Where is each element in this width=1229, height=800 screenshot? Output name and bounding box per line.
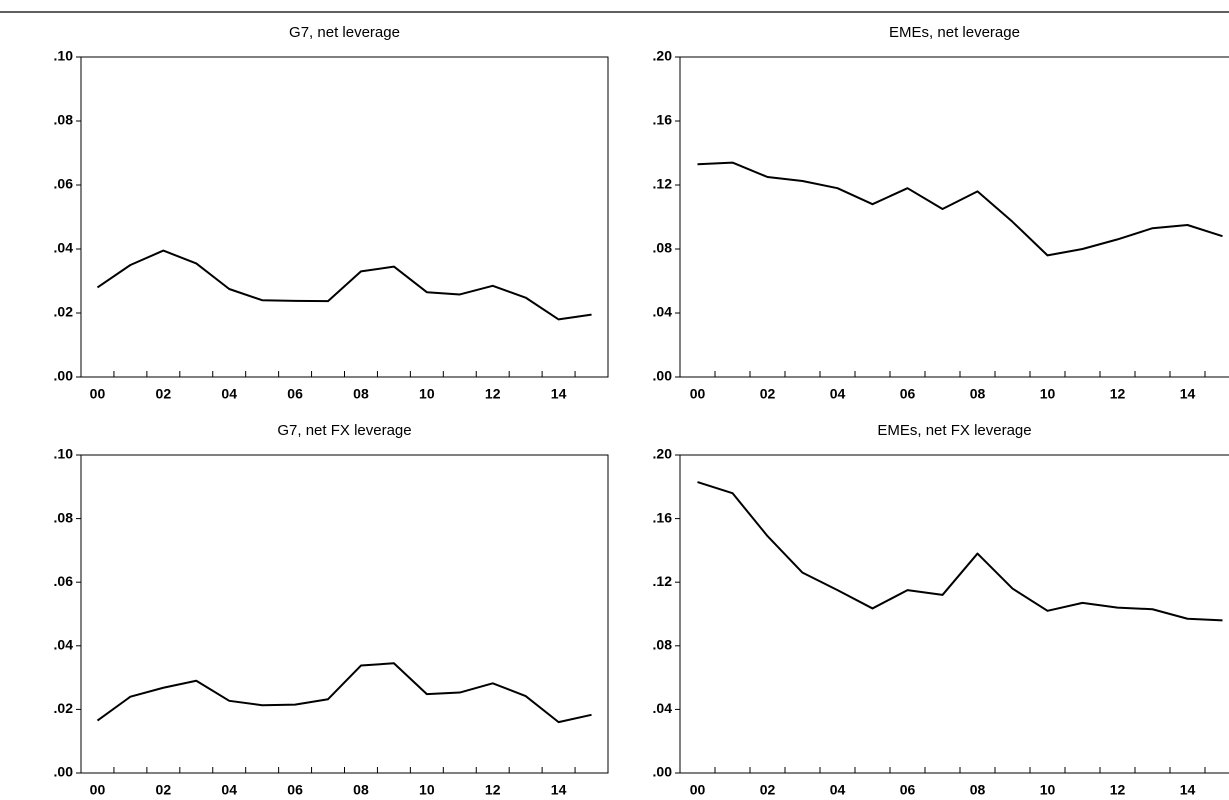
chart-title: G7, net FX leverage <box>277 422 411 439</box>
y-tick-label: .04 <box>653 304 673 320</box>
x-tick-label: 00 <box>690 386 706 402</box>
y-tick-label: .02 <box>54 700 74 716</box>
y-tick-label: .06 <box>54 176 74 192</box>
data-line <box>96 662 592 724</box>
y-tick-label: .08 <box>54 509 74 525</box>
data-line <box>96 249 592 321</box>
y-tick-label: .04 <box>54 240 74 256</box>
x-tick-label: 12 <box>1110 386 1126 402</box>
plot-frame <box>679 56 1229 378</box>
y-tick-label: .10 <box>54 48 74 64</box>
x-tick-label: 00 <box>90 386 106 402</box>
y-tick-label: .04 <box>653 700 673 716</box>
plot-frame <box>80 56 609 378</box>
x-tick-label: 08 <box>353 386 369 402</box>
data-line <box>697 481 1223 622</box>
y-tick-label: .06 <box>54 573 74 589</box>
chart-title: G7, net leverage <box>289 24 400 41</box>
x-tick-label: 12 <box>485 782 501 798</box>
x-tick-label: 00 <box>90 782 106 798</box>
x-tick-label: 04 <box>830 386 846 402</box>
y-tick-label: .08 <box>653 637 673 653</box>
x-tick-label: 14 <box>1180 782 1196 798</box>
x-tick-label: 14 <box>551 386 567 402</box>
y-tick-label: .12 <box>653 176 673 192</box>
x-tick-label: 08 <box>970 386 986 402</box>
plot-frame <box>679 454 1229 774</box>
y-tick-label: .12 <box>653 573 673 589</box>
x-tick-label: 10 <box>1040 386 1056 402</box>
x-tick-label: 14 <box>551 782 567 798</box>
y-tick-label: .08 <box>54 112 74 128</box>
y-tick-label: .10 <box>54 446 74 462</box>
y-tick-label: .00 <box>54 764 74 780</box>
plot-frame <box>80 454 609 774</box>
chart-title: EMEs, net leverage <box>889 24 1020 41</box>
x-tick-label: 04 <box>221 386 237 402</box>
x-tick-label: 02 <box>156 782 172 798</box>
x-tick-label: 08 <box>353 782 369 798</box>
y-tick-label: .00 <box>54 368 74 384</box>
x-tick-label: 12 <box>485 386 501 402</box>
x-tick-label: 02 <box>156 386 172 402</box>
x-tick-label: 02 <box>760 386 776 402</box>
chart-title: EMEs, net FX leverage <box>877 422 1031 439</box>
y-tick-label: .00 <box>653 764 673 780</box>
y-tick-label: .04 <box>54 637 74 653</box>
x-tick-label: 06 <box>287 782 303 798</box>
x-tick-label: 00 <box>690 782 706 798</box>
x-tick-label: 06 <box>287 386 303 402</box>
x-tick-label: 10 <box>419 782 435 798</box>
y-tick-label: .16 <box>653 509 673 525</box>
data-line <box>697 161 1223 257</box>
x-tick-label: 06 <box>900 386 916 402</box>
y-tick-label: .20 <box>653 48 673 64</box>
x-tick-label: 06 <box>900 782 916 798</box>
x-tick-label: 12 <box>1110 782 1126 798</box>
x-tick-label: 04 <box>830 782 846 798</box>
x-tick-label: 04 <box>221 782 237 798</box>
x-tick-label: 08 <box>970 782 986 798</box>
x-tick-label: 02 <box>760 782 776 798</box>
y-tick-label: .16 <box>653 112 673 128</box>
x-tick-label: 14 <box>1180 386 1196 402</box>
x-tick-label: 10 <box>419 386 435 402</box>
x-tick-label: 10 <box>1040 782 1056 798</box>
y-tick-label: .00 <box>653 368 673 384</box>
y-tick-label: .02 <box>54 304 74 320</box>
y-tick-label: .20 <box>653 446 673 462</box>
y-tick-label: .08 <box>653 240 673 256</box>
